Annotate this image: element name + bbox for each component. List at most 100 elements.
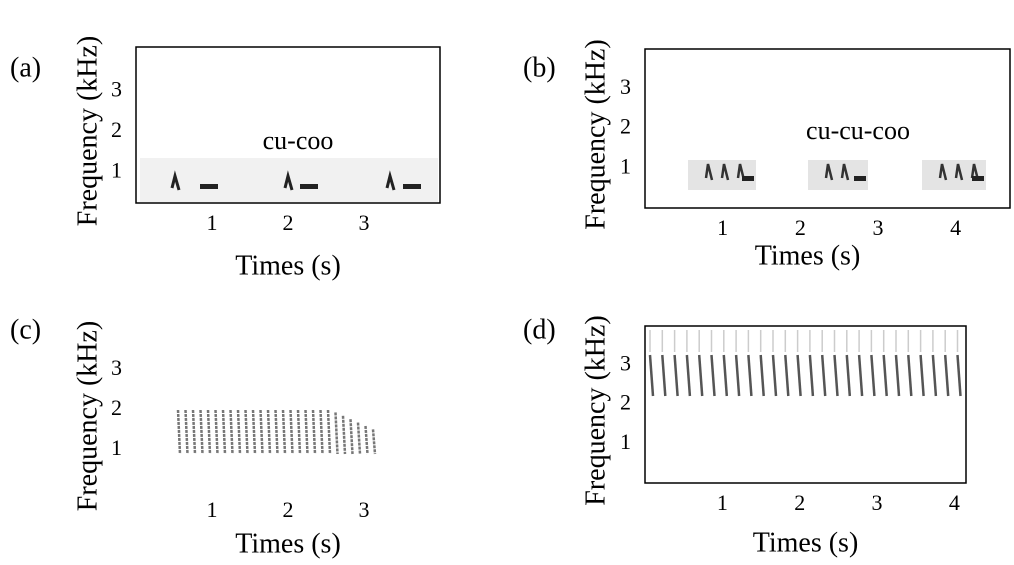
y-tick-label: 1: [111, 435, 122, 460]
spectrogram-trace: [894, 354, 901, 397]
spectrogram-trace: [349, 419, 354, 455]
x-tick-label: 4: [950, 215, 961, 240]
spectrogram-trace: [266, 409, 272, 455]
y-tick-label: 3: [620, 350, 631, 375]
spectrogram-trace: [648, 354, 655, 397]
spectrogram-trace: [882, 354, 888, 397]
x-axis-label: Times (s): [755, 240, 861, 271]
spectrogram-trace: [808, 354, 815, 397]
x-tick-label: 3: [872, 215, 883, 240]
spectrogram-trace: [697, 354, 704, 397]
spectrogram-trace: [808, 160, 868, 190]
spectrogram-trace: [304, 409, 309, 455]
y-axis-label: Frequency (kHz): [580, 315, 611, 505]
spectrogram-trace: [759, 354, 765, 397]
spectrogram-trace: [720, 163, 730, 181]
spectrogram-trace: [385, 170, 396, 191]
spectrogram-trace: [845, 354, 852, 397]
spectrogram-trace: [956, 354, 962, 397]
y-axis-label: Frequency (kHz): [72, 36, 103, 226]
spectrogram-trace: [854, 176, 866, 181]
spectrogram-trace: [954, 163, 964, 181]
x-tick-label: 1: [207, 497, 218, 522]
spectrogram-trace: [214, 409, 219, 455]
spectrogram-trace: [251, 409, 257, 455]
spectrogram-trace: [870, 354, 876, 397]
spectrogram-trace: [356, 422, 362, 455]
spectrogram-trace: [938, 163, 948, 181]
x-tick-label: 4: [949, 490, 960, 515]
spectrogram-trace: [919, 354, 925, 397]
spectrogram-trace: [970, 163, 980, 181]
spectrogram-trace: [857, 354, 864, 397]
spectrogram-trace: [206, 409, 212, 455]
x-tick-label: 2: [283, 497, 294, 522]
spectrogram-trace: [229, 409, 234, 455]
spectrogram-trace: [236, 409, 242, 455]
spectrogram-trace: [334, 412, 339, 455]
spectrogram-trace: [742, 176, 754, 181]
spectrogram-trace: [176, 409, 182, 455]
y-tick-label: 1: [620, 429, 631, 454]
spectrogram-trace: [371, 429, 377, 455]
y-axis-label: Frequency (kHz): [580, 39, 611, 229]
spectrogram-trace: [747, 354, 753, 397]
x-tick-label: 2: [795, 215, 806, 240]
spectrogram-trace: [661, 354, 667, 397]
spectrogram-trace: [170, 170, 181, 191]
plot-frame: [644, 325, 967, 484]
spectrogram-trace: [221, 409, 227, 455]
x-tick-label: 1: [717, 215, 728, 240]
spectrogram-trace: [784, 354, 790, 397]
spectrogram-trace: [840, 163, 850, 181]
spectrogram-trace: [191, 409, 197, 455]
spectrogram-trace: [364, 425, 369, 455]
x-tick-label: 2: [794, 490, 805, 515]
spectrogram-trace: [685, 354, 692, 397]
spectrogram-trace: [771, 354, 778, 397]
x-axis-label: Times (s): [235, 528, 341, 559]
spectrogram-trace: [736, 163, 746, 181]
spectrogram-trace: [824, 163, 834, 181]
spectrogram-trace: [289, 409, 294, 455]
spectrogram-trace: [722, 354, 729, 397]
spectrogram-trace: [283, 170, 294, 191]
spectrogram-trace: [319, 409, 324, 455]
y-tick-label: 2: [111, 117, 122, 142]
spectrogram-trace: [326, 409, 332, 455]
spectrogram-trace: [972, 176, 984, 181]
spectrogram-trace: [943, 354, 950, 397]
y-tick-label: 3: [111, 355, 122, 380]
spectrogram-trace: [274, 409, 279, 455]
panel-label: (a): [10, 52, 41, 83]
x-tick-label: 2: [283, 210, 294, 235]
spectrogram-trace: [673, 354, 679, 397]
spectrogram-trace: [281, 409, 287, 455]
spectrogram-trace: [704, 163, 714, 181]
y-tick-label: 2: [620, 390, 631, 415]
spectrogram-trace: [403, 184, 421, 189]
x-axis-label: Times (s): [753, 527, 859, 558]
spectrogram-trace: [907, 354, 913, 397]
y-tick-label: 3: [620, 74, 631, 99]
x-tick-label: 1: [717, 490, 728, 515]
spectrogram-trace: [931, 354, 938, 397]
plot-frame: [644, 48, 1011, 209]
x-tick-label: 1: [207, 210, 218, 235]
call-annotation: cu-coo: [263, 126, 334, 155]
spectrogram-trace: [259, 409, 264, 455]
y-tick-label: 1: [111, 158, 122, 183]
spectrogram-trace: [820, 354, 827, 397]
spectrogram-trace: [734, 354, 741, 397]
spectrogram-trace: [341, 415, 347, 455]
x-axis-label: Times (s): [235, 250, 341, 281]
y-tick-label: 2: [111, 395, 122, 420]
y-axis-label: Frequency (kHz): [72, 321, 103, 511]
spectrogram-trace: [244, 409, 249, 455]
spectrogram-trace: [296, 409, 302, 455]
x-tick-label: 3: [872, 490, 883, 515]
spectrogram-trace: [710, 354, 716, 397]
spectrogram-trace: [300, 184, 318, 189]
